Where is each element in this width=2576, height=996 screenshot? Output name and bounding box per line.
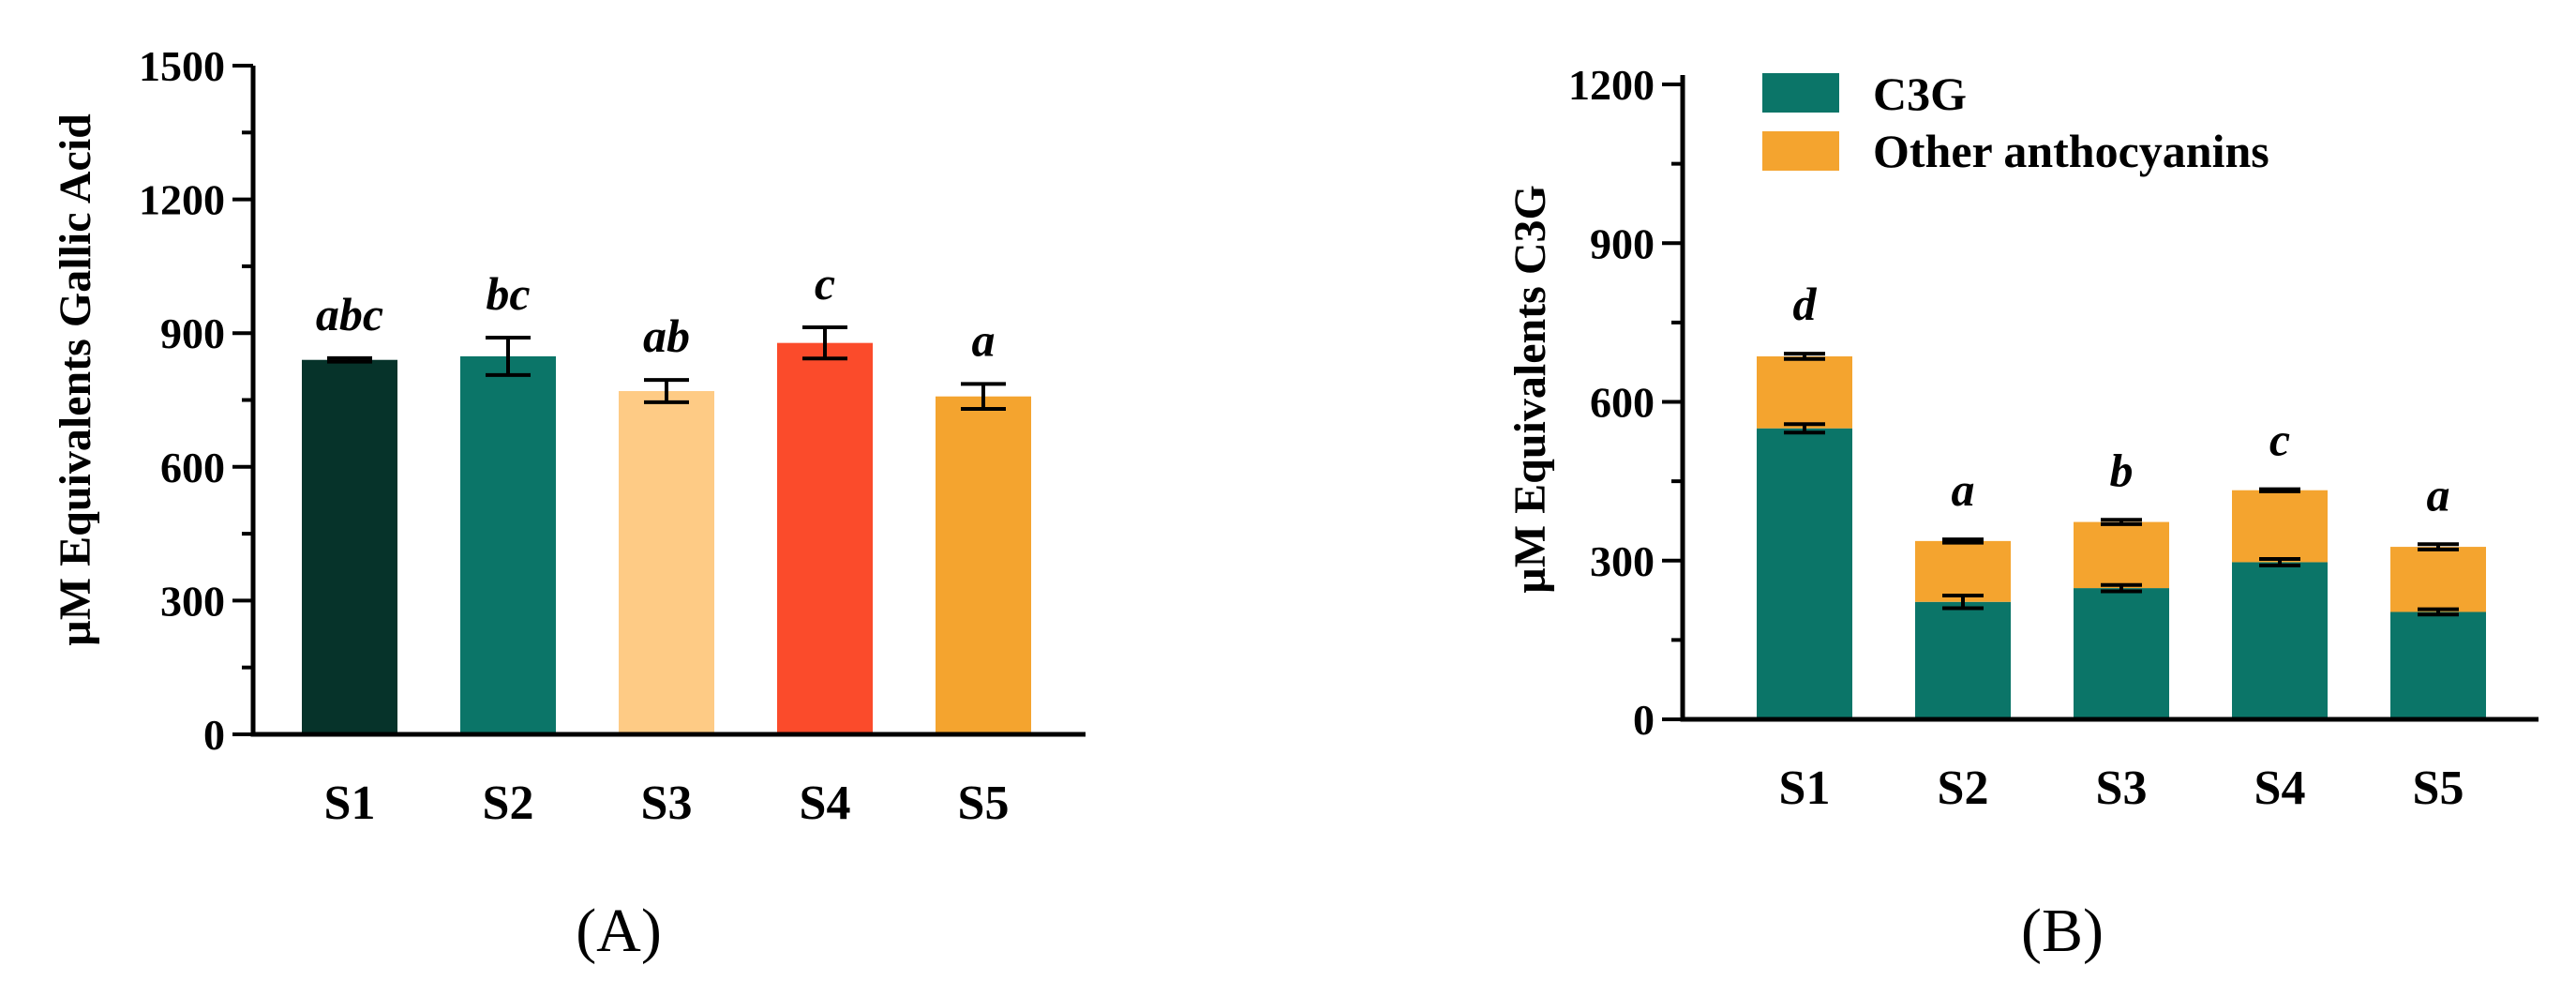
y-tick-label: 900 — [160, 309, 225, 357]
bar-s3-c3g — [2074, 588, 2169, 719]
y-tick-label: 1200 — [1568, 61, 1655, 109]
bar-s5-other-anthocyanins — [2390, 547, 2486, 612]
category-label-s3: S3 — [2096, 762, 2148, 815]
legend-label-c3g: C3G — [1873, 68, 1967, 120]
panel-a-axes — [250, 66, 1086, 737]
significance-label: a — [1952, 463, 1975, 516]
panel-a-bars — [302, 342, 1031, 734]
panel-b-legend: C3G Other anthocyanins — [1762, 68, 2269, 177]
panel-b-axes — [1680, 75, 2539, 722]
bar-s4 — [777, 342, 873, 734]
y-tick-label: 1200 — [139, 176, 225, 224]
bar-s2-c3g — [1915, 601, 2011, 719]
bar-s1-other-anthocyanins — [1757, 355, 1852, 429]
significance-label: c — [815, 257, 835, 309]
bar-s2 — [460, 355, 556, 734]
panel-b-significance-labels: d a b c a — [1793, 278, 2450, 521]
y-tick-label: 300 — [1590, 537, 1655, 585]
y-tick-label: 1500 — [139, 42, 225, 90]
panel-b-error-bars — [1784, 352, 2459, 617]
category-label-s4: S4 — [2254, 762, 2306, 815]
bar-s5 — [936, 396, 1031, 734]
panel-a-y-ticks: 0 300 600 900 1200 1500 — [139, 42, 253, 759]
y-tick-label: 0 — [203, 711, 225, 759]
panel-b-y-ticks: 0 300 600 900 1200 — [1568, 61, 1683, 744]
y-tick-label: 0 — [1633, 696, 1655, 744]
bar-s2-other-anthocyanins — [1915, 540, 2011, 602]
significance-label: b — [2110, 444, 2134, 496]
panel-a: µM Equivalents Gallic Acid 0 300 600 900 120… — [51, 42, 1086, 965]
category-label-s2: S2 — [483, 777, 534, 830]
significance-label: abc — [316, 288, 383, 340]
y-tick-label: 300 — [160, 577, 225, 625]
category-label-s5: S5 — [2413, 762, 2464, 815]
bar-s4-other-anthocyanins — [2232, 490, 2328, 563]
panel-b-label: (B) — [2021, 897, 2104, 965]
bar-s1 — [302, 359, 397, 734]
significance-label: a — [972, 313, 996, 366]
panel-b-bars — [1757, 355, 2486, 719]
y-tick-label: 600 — [1590, 379, 1655, 427]
y-tick-label: 900 — [1590, 219, 1655, 267]
category-label-s1: S1 — [1779, 762, 1831, 815]
legend-swatch-other-anthocyanins — [1762, 131, 1839, 171]
category-label-s2: S2 — [1938, 762, 1989, 815]
panel-a-label: (A) — [576, 897, 662, 965]
significance-label: d — [1793, 278, 1818, 330]
panel-a-category-labels: S1 S2 S3 S4 S5 — [324, 777, 1010, 830]
category-label-s5: S5 — [958, 777, 1010, 830]
category-label-s3: S3 — [641, 777, 693, 830]
bar-s4-c3g — [2232, 562, 2328, 719]
significance-label: a — [2427, 468, 2450, 521]
legend-label-other-anthocyanins: Other anthocyanins — [1873, 125, 2269, 177]
significance-label: c — [2269, 414, 2290, 466]
bar-s3-other-anthocyanins — [2074, 521, 2169, 589]
bar-s1-c3g — [1757, 428, 1852, 719]
significance-label: ab — [643, 309, 690, 362]
panel-a-y-axis-title: µM Equivalents Gallic Acid — [51, 113, 100, 646]
category-label-s4: S4 — [800, 777, 851, 830]
panel-b-category-labels: S1 S2 S3 S4 S5 — [1779, 762, 2464, 815]
legend-swatch-c3g — [1762, 73, 1839, 113]
panel-a-error-bars — [327, 325, 1006, 412]
panel-b-y-axis-title: µM Equivalents C3G — [1505, 185, 1555, 594]
significance-label: bc — [486, 267, 530, 320]
category-label-s1: S1 — [324, 777, 376, 830]
y-tick-label: 600 — [160, 444, 225, 491]
bar-s5-c3g — [2390, 611, 2486, 719]
bar-s3 — [619, 390, 714, 734]
